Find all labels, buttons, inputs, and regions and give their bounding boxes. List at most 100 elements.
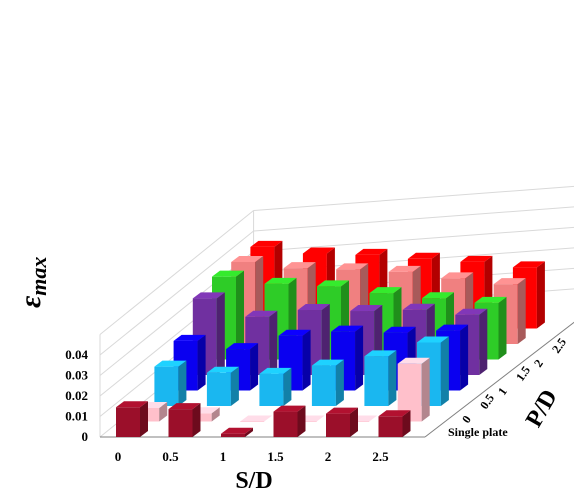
bar-side — [245, 427, 253, 437]
bar-top — [331, 325, 364, 332]
bar-side — [159, 401, 168, 422]
depth-tick-label: 1 — [495, 385, 510, 398]
x-tick-label: 2.5 — [372, 449, 389, 464]
bar-front — [221, 433, 245, 437]
bar-top — [355, 248, 388, 255]
bar-top — [231, 256, 264, 262]
bar-side — [517, 278, 526, 344]
bar-side — [388, 350, 397, 406]
bar-0-3 — [273, 405, 306, 437]
bar-top — [436, 324, 469, 331]
depth-tick-label: Single plate — [448, 425, 508, 439]
bar-top — [116, 401, 148, 408]
bar-top — [221, 427, 253, 434]
bar-front — [240, 421, 265, 422]
bar-top — [283, 262, 316, 269]
bar-top — [273, 405, 306, 412]
depth-tick-label: 2.5 — [549, 335, 569, 355]
y-tick-labels: 0 0.01 0.02 0.03 0.04 — [65, 347, 88, 444]
bar-side — [536, 261, 545, 329]
bar-2-3 — [311, 359, 344, 406]
bar-top — [206, 366, 239, 373]
bar-top — [397, 357, 430, 364]
bar-side — [355, 325, 364, 391]
bars — [116, 240, 545, 437]
x-tick-labels: 0 0.5 1 1.5 2 2.5 — [115, 449, 389, 464]
bar-side — [498, 296, 507, 360]
bar-top — [317, 280, 349, 287]
bar-front — [168, 409, 193, 437]
bar-side — [402, 410, 411, 437]
bar-top — [278, 329, 311, 336]
bar-side — [211, 407, 220, 422]
bar-top — [297, 304, 330, 311]
bar-front — [154, 366, 179, 406]
bar-side — [479, 308, 488, 375]
y-tick-label: 0.02 — [65, 388, 88, 403]
bar-2-4 — [364, 350, 397, 406]
bar-top — [264, 277, 297, 284]
bar-top — [326, 407, 358, 414]
bar-top — [350, 305, 383, 312]
bar-top — [212, 270, 244, 277]
bar-front — [206, 372, 231, 406]
bar-top — [441, 272, 474, 279]
bar-2-0 — [154, 360, 187, 406]
gridline-side — [99, 210, 254, 335]
bar-top — [378, 410, 411, 417]
bar-top — [259, 367, 292, 374]
x-axis-label: S/D — [235, 468, 272, 494]
bar-top — [455, 308, 488, 315]
bar-top — [512, 261, 545, 268]
bar-front — [378, 416, 403, 437]
x-tick-label: 2 — [325, 449, 332, 464]
floor-right-edge — [424, 321, 574, 438]
x-tick-label: 1 — [220, 449, 227, 464]
bar-side — [302, 329, 311, 391]
bar-top — [245, 310, 278, 317]
bar-top — [460, 255, 493, 262]
bar-side — [230, 366, 239, 406]
bar-top — [493, 278, 526, 285]
bar-side — [197, 334, 206, 391]
bar-front — [311, 365, 336, 406]
bar-side — [335, 359, 344, 406]
bar-top — [402, 303, 435, 310]
bar-top — [168, 403, 201, 410]
bar-1-2 — [240, 415, 273, 422]
bar-front — [364, 356, 389, 406]
y-tick-label: 0.01 — [65, 409, 88, 424]
bar-side — [297, 405, 306, 437]
gridline-back — [253, 185, 574, 211]
gridline-back — [253, 206, 574, 232]
bar-side — [440, 336, 449, 406]
gridline-back — [253, 226, 574, 252]
bar-side — [250, 343, 259, 391]
bar-top — [336, 263, 369, 270]
bar-top — [422, 292, 454, 299]
bar-top — [383, 326, 416, 333]
bar-top — [388, 265, 421, 272]
bar-side — [269, 310, 278, 375]
bar-top — [154, 360, 187, 367]
bar-top — [240, 415, 273, 422]
bar-side — [283, 367, 292, 406]
bar-front — [326, 413, 350, 437]
bar-side — [421, 357, 430, 422]
bar-0-2 — [221, 427, 253, 437]
bar-top — [416, 336, 449, 343]
bar-top — [407, 252, 440, 259]
bar-top — [369, 287, 402, 294]
depth-tick-label: 2 — [531, 357, 546, 370]
y-tick-label: 0.04 — [65, 347, 88, 362]
depth-tick-label: 0 — [459, 413, 474, 426]
bar-0-1 — [168, 403, 201, 437]
bar-0-4 — [326, 407, 358, 437]
bar-side — [236, 270, 244, 360]
bar-top — [474, 296, 507, 303]
gridline-side — [99, 230, 254, 356]
x-tick-label: 1.5 — [267, 449, 284, 464]
bar-top — [192, 292, 225, 299]
bar-front — [116, 407, 140, 437]
bar-side — [460, 324, 469, 391]
